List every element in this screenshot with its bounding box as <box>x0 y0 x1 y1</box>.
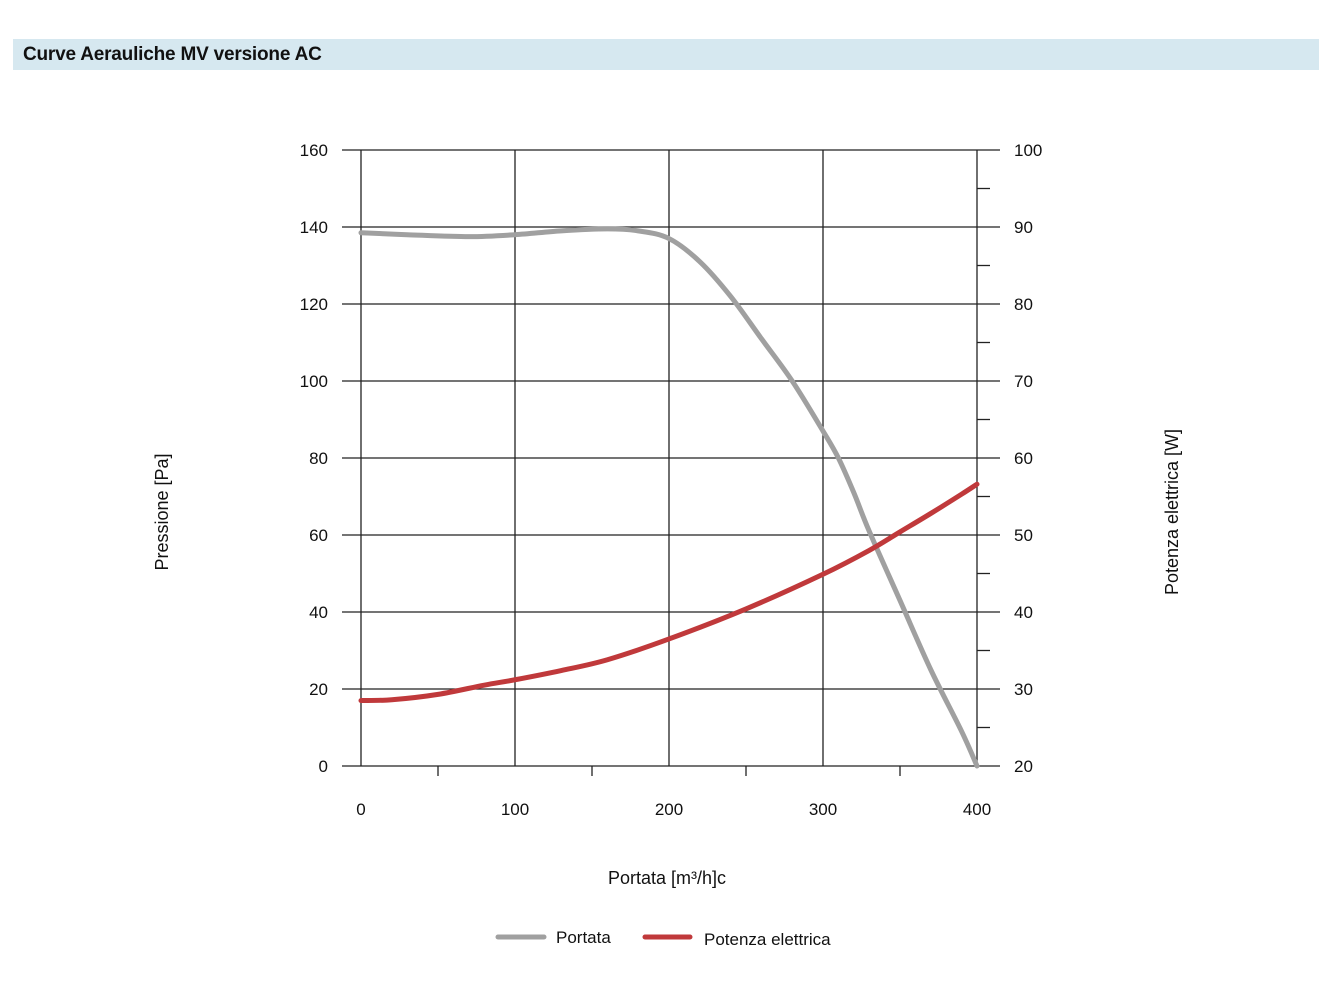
legend-label-potenza: Potenza elettrica <box>704 930 831 949</box>
y-left-tick-label: 60 <box>309 526 328 545</box>
y-axis-left-title: Pressione [Pa] <box>152 453 172 570</box>
y-right-tick-label: 40 <box>1014 603 1033 622</box>
y-left-tick-label: 20 <box>309 680 328 699</box>
x-tick-label: 300 <box>809 800 837 819</box>
y-left-tick-label: 80 <box>309 449 328 468</box>
y-right-tick-label: 20 <box>1014 757 1033 776</box>
y-left-tick-label: 140 <box>300 218 328 237</box>
y-right-tick-label: 30 <box>1014 680 1033 699</box>
chart-series <box>358 226 980 769</box>
y-left-tick-label: 160 <box>300 141 328 160</box>
y-right-tick-label: 60 <box>1014 449 1033 468</box>
y-left-tick-label: 40 <box>309 603 328 622</box>
x-tick-label: 400 <box>963 800 991 819</box>
chart-grid <box>342 149 1000 767</box>
y-right-tick-label: 70 <box>1014 372 1033 391</box>
y-axis-right-title: Potenza elettrica [W] <box>1162 429 1182 595</box>
page-title: Curve Aerauliche MV versione AC <box>23 44 322 65</box>
series-line-portata <box>358 226 980 769</box>
legend-label-portata: Portata <box>556 928 611 947</box>
y-right-tick-label: 90 <box>1014 218 1033 237</box>
y-left-tick-label: 0 <box>319 757 328 776</box>
series-line-potenza-elettrica <box>358 481 980 704</box>
right-axis-ticks: 20 30 40 50 60 70 80 90 100 <box>977 141 1042 776</box>
x-axis-ticks: 0 100 200 300 400 <box>356 766 991 819</box>
y-left-tick-label: 100 <box>300 372 328 391</box>
y-right-tick-label: 80 <box>1014 295 1033 314</box>
title-bar: Curve Aerauliche MV versione AC <box>13 39 1319 70</box>
y-left-tick-label: 120 <box>300 295 328 314</box>
y-right-tick-label: 100 <box>1014 141 1042 160</box>
y-right-tick-label: 50 <box>1014 526 1033 545</box>
x-axis-title: Portata [m³/h]c <box>608 868 726 888</box>
left-axis-ticks: 0 20 40 60 80 100 120 140 160 <box>300 141 328 776</box>
x-tick-label: 200 <box>655 800 683 819</box>
legend: Portata Potenza elettrica <box>495 928 831 949</box>
x-tick-label: 100 <box>501 800 529 819</box>
x-tick-label: 0 <box>356 800 365 819</box>
